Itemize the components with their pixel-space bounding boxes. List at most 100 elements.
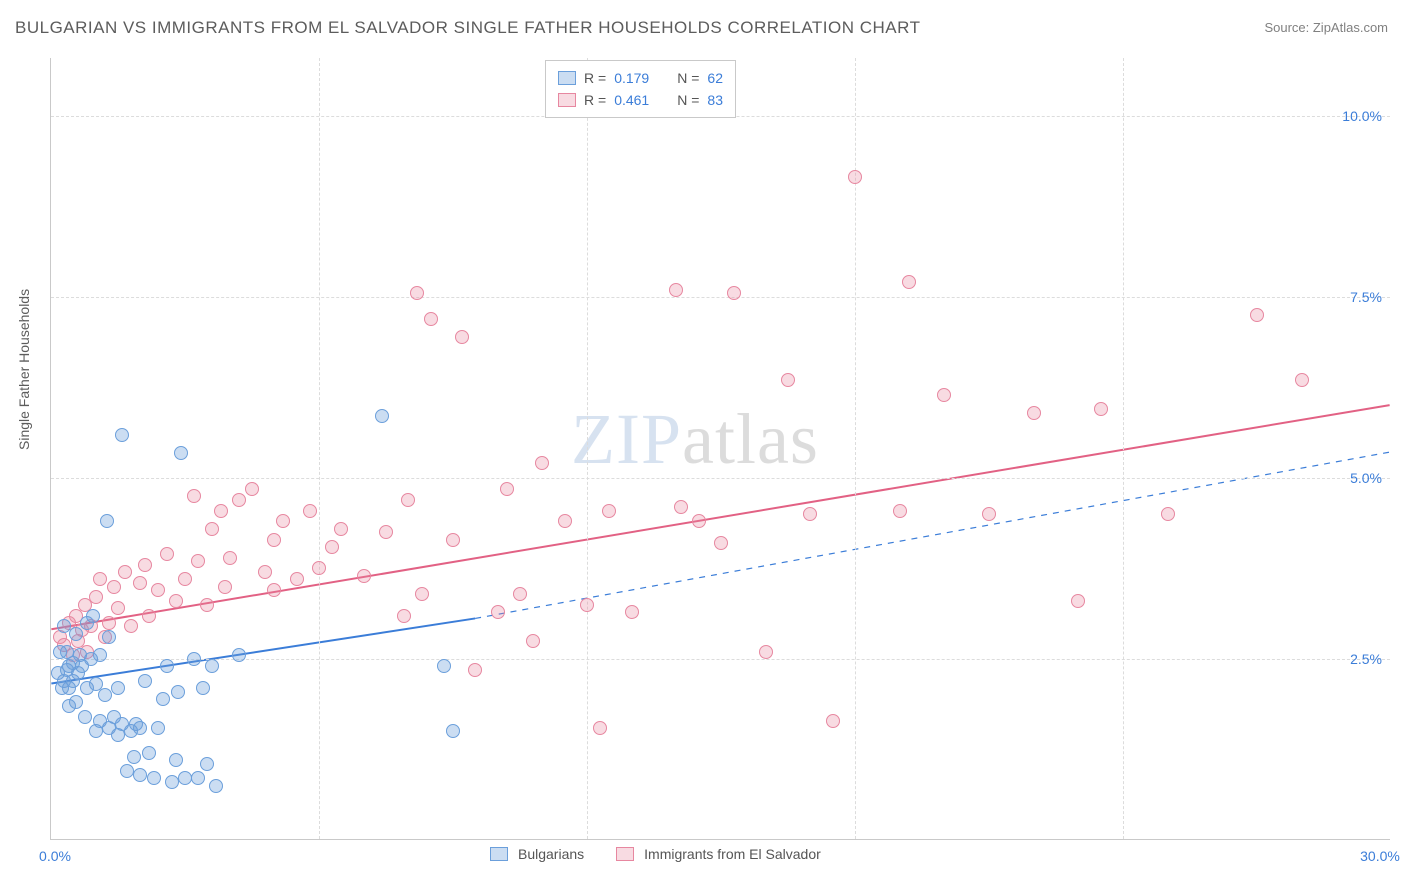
data-point-elsalvador [455,330,469,344]
data-point-bulgarians [93,648,107,662]
data-point-bulgarians [78,710,92,724]
data-point-elsalvador [214,504,228,518]
y-tick-label: 2.5% [1350,651,1382,667]
gridline-h [51,297,1390,298]
legend-n-label: N = [677,89,699,111]
legend-swatch [558,93,576,107]
data-point-bulgarians [120,764,134,778]
data-point-bulgarians [160,659,174,673]
data-point-bulgarians [133,768,147,782]
data-point-bulgarians [133,721,147,735]
data-point-elsalvador [1071,594,1085,608]
source-attribution: Source: ZipAtlas.com [1264,20,1388,35]
data-point-bulgarians [147,771,161,785]
data-point-bulgarians [169,753,183,767]
data-point-bulgarians [446,724,460,738]
data-point-bulgarians [138,674,152,688]
data-point-bulgarians [115,428,129,442]
data-point-bulgarians [178,771,192,785]
data-point-elsalvador [93,572,107,586]
data-point-bulgarians [375,409,389,423]
data-point-elsalvador [160,547,174,561]
correlation-legend: R =0.179N =62R =0.461N =83 [545,60,736,118]
legend-n-value: 62 [707,67,723,89]
data-point-elsalvador [276,514,290,528]
data-point-elsalvador [937,388,951,402]
data-point-elsalvador [267,583,281,597]
data-point-bulgarians [69,627,83,641]
data-point-elsalvador [692,514,706,528]
data-point-elsalvador [535,456,549,470]
data-point-elsalvador [187,489,201,503]
data-point-bulgarians [127,750,141,764]
data-point-elsalvador [781,373,795,387]
data-point-elsalvador [580,598,594,612]
data-point-elsalvador [714,536,728,550]
data-point-elsalvador [232,493,246,507]
data-point-elsalvador [468,663,482,677]
data-point-elsalvador [1295,373,1309,387]
y-axis-label: Single Father Households [16,289,32,450]
data-point-elsalvador [191,554,205,568]
data-point-elsalvador [759,645,773,659]
data-point-bulgarians [232,648,246,662]
data-point-bulgarians [205,659,219,673]
data-point-elsalvador [357,569,371,583]
data-point-elsalvador [205,522,219,536]
data-point-elsalvador [558,514,572,528]
data-point-elsalvador [218,580,232,594]
data-point-elsalvador [379,525,393,539]
data-point-elsalvador [491,605,505,619]
data-point-elsalvador [124,619,138,633]
data-point-elsalvador [290,572,304,586]
data-point-elsalvador [223,551,237,565]
data-point-elsalvador [1094,402,1108,416]
data-point-elsalvador [178,572,192,586]
data-point-elsalvador [397,609,411,623]
legend-r-label: R = [584,67,606,89]
data-point-elsalvador [902,275,916,289]
data-point-elsalvador [893,504,907,518]
data-point-bulgarians [98,688,112,702]
data-point-elsalvador [526,634,540,648]
legend-n-label: N = [677,67,699,89]
data-point-elsalvador [410,286,424,300]
legend-r-value: 0.461 [614,89,649,111]
data-point-elsalvador [200,598,214,612]
data-point-bulgarians [174,446,188,460]
series-swatch-elsalvador [616,847,634,861]
data-point-bulgarians [187,652,201,666]
data-point-elsalvador [89,590,103,604]
y-tick-label: 7.5% [1350,289,1382,305]
legend-row-bulgarians: R =0.179N =62 [558,67,723,89]
watermark: ZIPatlas [571,398,819,481]
data-point-bulgarians [151,721,165,735]
data-point-bulgarians [142,746,156,760]
data-point-bulgarians [86,609,100,623]
gridline-v [1123,58,1124,839]
legend-swatch [558,71,576,85]
data-point-elsalvador [258,565,272,579]
data-point-elsalvador [982,507,996,521]
legend-n-value: 83 [707,89,723,111]
gridline-v [587,58,588,839]
data-point-elsalvador [1027,406,1041,420]
data-point-elsalvador [107,580,121,594]
data-point-bulgarians [100,514,114,528]
data-point-elsalvador [312,561,326,575]
data-point-elsalvador [334,522,348,536]
data-point-elsalvador [446,533,460,547]
data-point-elsalvador [593,721,607,735]
series-label-bulgarians: Bulgarians [518,846,584,862]
gridline-h [51,659,1390,660]
legend-r-label: R = [584,89,606,111]
data-point-bulgarians [69,695,83,709]
data-point-elsalvador [727,286,741,300]
data-point-elsalvador [602,504,616,518]
gridline-h [51,478,1390,479]
data-point-elsalvador [415,587,429,601]
gridline-v [319,58,320,839]
watermark-atlas: atlas [682,399,819,479]
data-point-bulgarians [156,692,170,706]
data-point-elsalvador [674,500,688,514]
